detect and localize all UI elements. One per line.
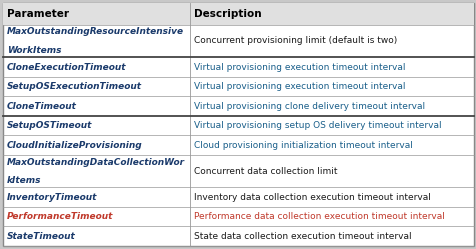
- Text: Inventory data collection execution timeout interval: Inventory data collection execution time…: [194, 193, 430, 202]
- Text: Parameter: Parameter: [7, 9, 69, 19]
- Bar: [3, 3, 473, 25]
- Text: CloneTimeout: CloneTimeout: [7, 102, 77, 111]
- Text: CloudInitializeProvisioning: CloudInitializeProvisioning: [7, 141, 142, 150]
- Text: SetupOSTimeout: SetupOSTimeout: [7, 121, 92, 130]
- Text: Virtual provisioning execution timeout interval: Virtual provisioning execution timeout i…: [194, 82, 405, 91]
- Text: StateTimeout: StateTimeout: [7, 232, 76, 241]
- Text: Concurrent data collection limit: Concurrent data collection limit: [194, 167, 337, 176]
- Text: Virtual provisioning clone delivery timeout interval: Virtual provisioning clone delivery time…: [194, 102, 424, 111]
- Text: MaxOutstandingResourceIntensive: MaxOutstandingResourceIntensive: [7, 27, 184, 36]
- Text: SetupOSExecutionTimeout: SetupOSExecutionTimeout: [7, 82, 142, 91]
- Text: State data collection execution timeout interval: State data collection execution timeout …: [194, 232, 411, 241]
- Text: Concurrent provisioning limit (default is two): Concurrent provisioning limit (default i…: [194, 36, 397, 46]
- Text: Virtual provisioning setup OS delivery timeout interval: Virtual provisioning setup OS delivery t…: [194, 121, 441, 130]
- Text: WorkItems: WorkItems: [7, 46, 61, 55]
- Text: InventoryTimeout: InventoryTimeout: [7, 193, 97, 202]
- Text: PerformanceTimeout: PerformanceTimeout: [7, 212, 113, 221]
- Text: Performance data collection execution timeout interval: Performance data collection execution ti…: [194, 212, 444, 221]
- Text: Virtual provisioning execution timeout interval: Virtual provisioning execution timeout i…: [194, 62, 405, 71]
- Text: MaxOutstandingDataCollectionWor: MaxOutstandingDataCollectionWor: [7, 158, 185, 167]
- Text: kItems: kItems: [7, 176, 41, 185]
- Text: Description: Description: [194, 9, 261, 19]
- Text: CloneExecutionTimeout: CloneExecutionTimeout: [7, 62, 126, 71]
- Text: Cloud provisioning initialization timeout interval: Cloud provisioning initialization timeou…: [194, 141, 412, 150]
